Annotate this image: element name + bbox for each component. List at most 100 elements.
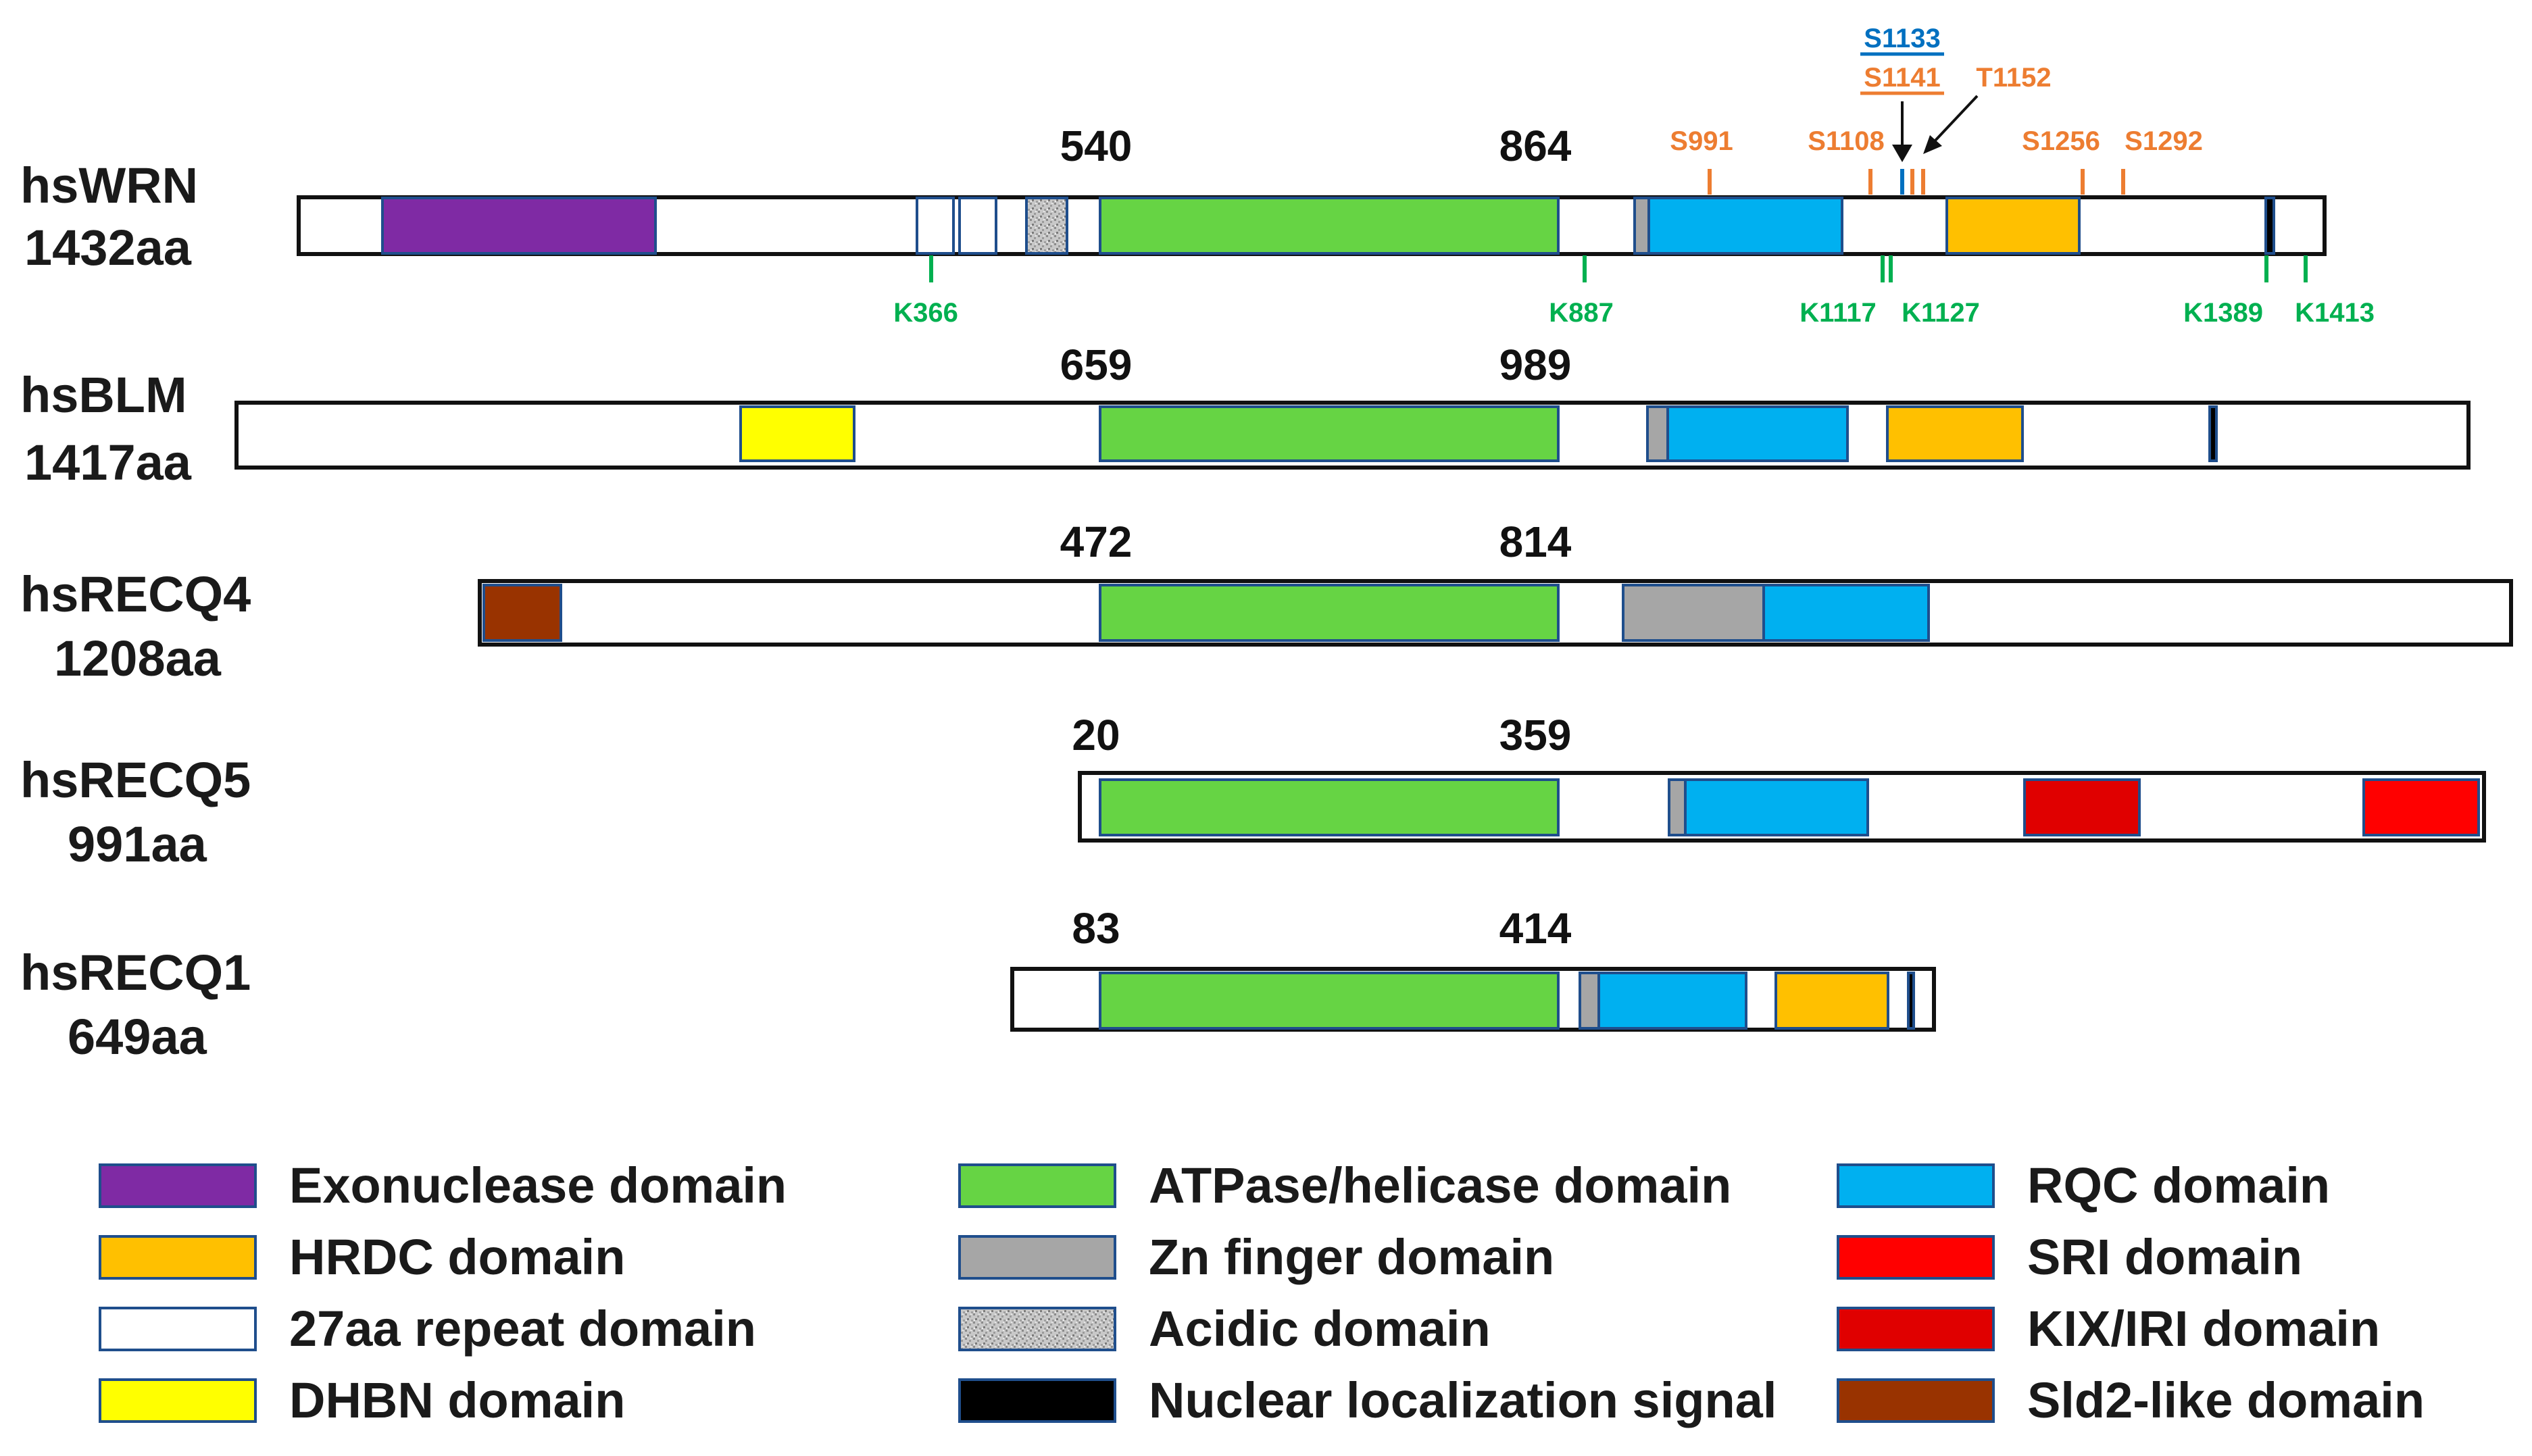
domain-exonuclease xyxy=(381,197,657,255)
domain-sld2 xyxy=(482,584,562,642)
domain-hrdc xyxy=(1945,197,2081,255)
protein-hsBLM: hsBLM 1417aa 659 989 xyxy=(20,341,2471,491)
legend-label: RQC domain xyxy=(2027,1157,2330,1213)
legend-label: DHBN domain xyxy=(289,1372,625,1428)
protein-hsWRN: hsWRN 1432aa 540 864 xyxy=(20,122,2327,276)
phospho-site-label: T1152 xyxy=(1976,63,2051,93)
legend-item-repeat27: 27aa repeat domain xyxy=(99,1301,756,1357)
proteins-layer: hsWRN 1432aa 540 864 hsBLM 1417aa 659 989 hsRECQ… xyxy=(20,24,2513,1065)
domain-acidic xyxy=(1025,197,1068,255)
domain-dhbn xyxy=(739,405,855,462)
domain-repeat27 xyxy=(916,197,955,255)
helicase-start-label: 472 xyxy=(1060,518,1133,566)
domain-nls xyxy=(2264,197,2275,255)
legend-swatch xyxy=(99,1307,257,1351)
protein-length: 1208aa xyxy=(54,630,222,686)
legend-label: KIX/IRI domain xyxy=(2027,1301,2380,1357)
legend-item-sri: SRI domain xyxy=(1837,1229,2302,1285)
protein-length: 991aa xyxy=(68,816,207,872)
legend-swatch xyxy=(958,1235,1116,1280)
domain-rqc xyxy=(1666,405,1849,462)
domain-rqc xyxy=(1647,197,1843,255)
helicase-end-label: 359 xyxy=(1499,711,1572,759)
protein-name: hsRECQ5 xyxy=(20,752,251,808)
domain-atpase xyxy=(1099,972,1560,1030)
phospho-site-label: S1292 xyxy=(2125,126,2203,156)
legend-item-exonuclease: Exonuclease domain xyxy=(99,1157,787,1213)
phospho-site-label: S1256 xyxy=(2022,126,2100,156)
legend-label: SRI domain xyxy=(2027,1229,2302,1285)
legend-label: Zn finger domain xyxy=(1149,1229,1554,1285)
protein-hsRECQ1: hsRECQ1 649aa 83 414 xyxy=(20,904,1936,1065)
helicase-start-label: 659 xyxy=(1060,341,1133,389)
domain-atpase xyxy=(1099,778,1560,836)
protein-length: 1432aa xyxy=(24,220,192,276)
legend-swatch xyxy=(99,1163,257,1208)
legend-item-nls: Nuclear localization signal xyxy=(958,1372,1777,1428)
legend-swatch xyxy=(1837,1378,1995,1423)
site-arrow-head xyxy=(1892,145,1912,162)
protein-name: hsWRN xyxy=(20,157,198,214)
legend-item-znfinger: Zn finger domain xyxy=(958,1229,1554,1285)
site-arrow-head xyxy=(1923,135,1942,154)
phospho-site-label: S1133 xyxy=(1864,24,1940,53)
domain-znfinger xyxy=(1579,972,1600,1030)
protein-length: 649aa xyxy=(68,1009,207,1065)
legend-swatch xyxy=(958,1163,1116,1208)
domain-kix xyxy=(2023,778,2141,836)
legend-item-atpase: ATPase/helicase domain xyxy=(958,1157,1731,1213)
helicase-end-label: 814 xyxy=(1499,518,1572,566)
legend-label: Nuclear localization signal xyxy=(1149,1372,1777,1428)
lysine-site-label: K1413 xyxy=(2295,298,2375,328)
legend-label: HRDC domain xyxy=(289,1229,625,1285)
lysine-site-label: K1389 xyxy=(2183,298,2263,328)
legend-item-kix: KIX/IRI domain xyxy=(1837,1301,2380,1357)
legend-item-hrdc: HRDC domain xyxy=(99,1229,625,1285)
legend: Exonuclease domain HRDC domain 27aa repeat… xyxy=(99,1157,2425,1428)
legend-label: Sld2-like domain xyxy=(2027,1372,2425,1428)
legend-label: Acidic domain xyxy=(1149,1301,1491,1357)
domain-nls xyxy=(1907,972,1915,1030)
legend-item-rqc: RQC domain xyxy=(1837,1157,2330,1213)
domain-rqc xyxy=(1762,584,1930,642)
helicase-start-label: 540 xyxy=(1060,122,1133,170)
domain-sri xyxy=(2362,778,2480,836)
domain-atpase xyxy=(1099,405,1560,462)
legend-label: 27aa repeat domain xyxy=(289,1301,756,1357)
helicase-end-label: 989 xyxy=(1499,341,1572,389)
lysine-site-label: K1117 xyxy=(1799,298,1876,328)
lysine-site-label: K1127 xyxy=(1902,298,1980,328)
domain-hrdc xyxy=(1774,972,1889,1030)
site-arrow xyxy=(1933,95,1979,143)
domain-nls xyxy=(2208,405,2218,462)
helicase-end-label: 414 xyxy=(1499,904,1572,953)
phospho-site-label: S1108 xyxy=(1808,126,1884,156)
legend-swatch xyxy=(99,1235,257,1280)
lysine-site-label: K366 xyxy=(893,298,958,328)
protein-hsRECQ4: hsRECQ4 1208aa 472 814 xyxy=(20,518,2513,686)
legend-swatch xyxy=(1837,1307,1995,1351)
lysine-site-label: K887 xyxy=(1549,298,1614,328)
legend-swatch xyxy=(958,1378,1116,1423)
legend-label: ATPase/helicase domain xyxy=(1149,1157,1731,1213)
legend-item-sld2: Sld2-like domain xyxy=(1837,1372,2425,1428)
legend-label: Exonuclease domain xyxy=(289,1157,787,1213)
domain-znfinger xyxy=(1622,584,1765,642)
domain-znfinger xyxy=(1668,778,1687,836)
legend-swatch xyxy=(1837,1163,1995,1208)
domain-atpase xyxy=(1099,197,1560,255)
helicase-end-label: 864 xyxy=(1499,122,1572,170)
protein-name: hsBLM xyxy=(20,367,187,423)
domain-znfinger xyxy=(1646,405,1669,462)
domain-rqc xyxy=(1597,972,1747,1030)
phospho-site-label: S991 xyxy=(1670,126,1733,156)
legend-item-dhbn: DHBN domain xyxy=(99,1372,625,1428)
domain-hrdc xyxy=(1886,405,2024,462)
legend-swatch xyxy=(1837,1235,1995,1280)
phospho-site-label: S1141 xyxy=(1864,63,1940,93)
protein-name: hsRECQ4 xyxy=(20,566,251,622)
protein-length: 1417aa xyxy=(24,434,192,491)
legend-item-acidic: Acidic domain xyxy=(958,1301,1491,1357)
legend-swatch xyxy=(958,1307,1116,1351)
